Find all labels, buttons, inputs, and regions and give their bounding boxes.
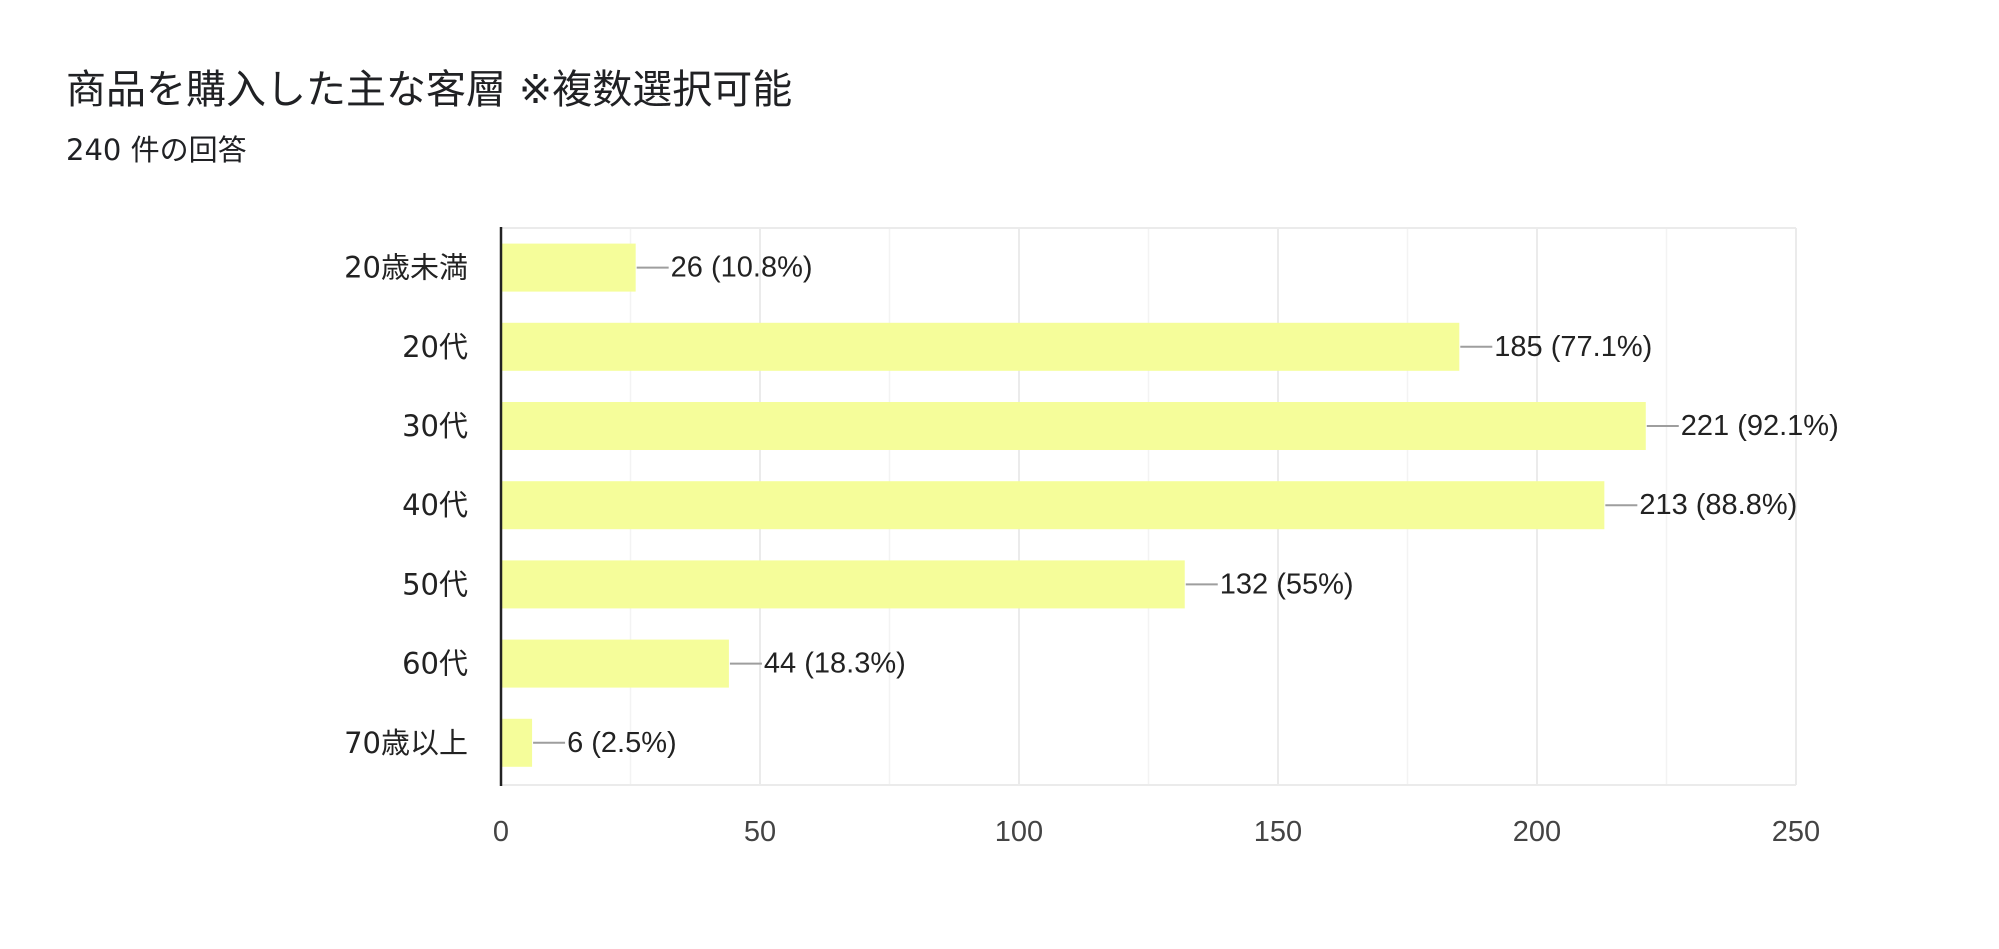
x-tick-label: 0 [493, 816, 509, 848]
category-label: 50代 [402, 567, 468, 601]
x-tick-label: 50 [744, 816, 776, 848]
x-tick-label: 250 [1772, 816, 1820, 848]
x-tick-label: 150 [1254, 816, 1302, 848]
category-label: 30代 [402, 409, 468, 443]
x-tick-label: 200 [1513, 816, 1561, 848]
data-label: 132 (55%) [1220, 568, 1354, 600]
data-label: 221 (92.1%) [1681, 410, 1839, 442]
category-label: 20代 [402, 330, 468, 364]
data-label: 6 (2.5%) [567, 727, 677, 759]
category-label: 20歳未満 [344, 251, 468, 285]
category-label: 40代 [402, 488, 468, 522]
data-label: 44 (18.3%) [764, 648, 906, 680]
bar-1 [501, 243, 636, 292]
bar-2 [501, 322, 1460, 371]
chart-title: 商品を購入した主な客層 ※複数選択可能 [66, 67, 793, 113]
bar-3 [501, 402, 1646, 450]
x-tick-label: 100 [995, 816, 1043, 848]
bar-7 [501, 718, 533, 767]
bar-4 [501, 481, 1605, 530]
response-count: 240 件の回答 [66, 133, 247, 167]
data-label: 213 (88.8%) [1639, 489, 1797, 521]
bar-5 [501, 560, 1185, 609]
data-label: 26 (10.8%) [671, 252, 813, 284]
bar-6 [501, 639, 729, 688]
category-label: 60代 [402, 647, 468, 681]
data-label: 185 (77.1%) [1494, 331, 1652, 363]
category-label: 70歳以上 [344, 726, 468, 760]
